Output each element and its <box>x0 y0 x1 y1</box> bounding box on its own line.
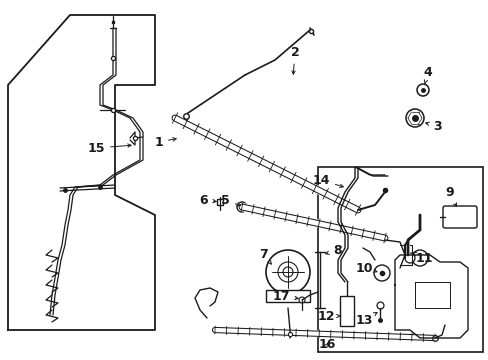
Circle shape <box>404 253 414 263</box>
Text: 13: 13 <box>355 312 376 327</box>
Circle shape <box>298 297 305 303</box>
Text: 6: 6 <box>199 194 216 207</box>
Circle shape <box>411 250 427 266</box>
Circle shape <box>278 262 297 282</box>
Text: 8: 8 <box>325 243 341 256</box>
Circle shape <box>265 250 309 294</box>
Circle shape <box>405 109 423 127</box>
Text: 12: 12 <box>317 310 340 323</box>
Text: 14: 14 <box>312 174 343 188</box>
Bar <box>317 167 482 352</box>
Bar <box>265 290 309 302</box>
Circle shape <box>392 263 402 273</box>
Text: 16: 16 <box>318 338 335 351</box>
Text: 9: 9 <box>445 185 456 207</box>
FancyBboxPatch shape <box>442 206 476 228</box>
Circle shape <box>376 182 392 198</box>
Text: 4: 4 <box>423 66 431 84</box>
Text: 3: 3 <box>425 120 441 132</box>
Circle shape <box>237 202 246 212</box>
Text: 10: 10 <box>355 261 376 274</box>
Text: 5: 5 <box>221 194 240 207</box>
Circle shape <box>379 235 389 245</box>
Circle shape <box>416 84 428 96</box>
Text: 2: 2 <box>290 45 299 74</box>
Text: 17: 17 <box>272 289 298 302</box>
Text: 1: 1 <box>154 135 176 148</box>
Circle shape <box>373 265 389 281</box>
Text: 11: 11 <box>412 252 433 265</box>
Circle shape <box>283 267 292 277</box>
Text: 7: 7 <box>259 248 271 264</box>
Text: 15: 15 <box>87 141 131 154</box>
Bar <box>339 296 353 326</box>
